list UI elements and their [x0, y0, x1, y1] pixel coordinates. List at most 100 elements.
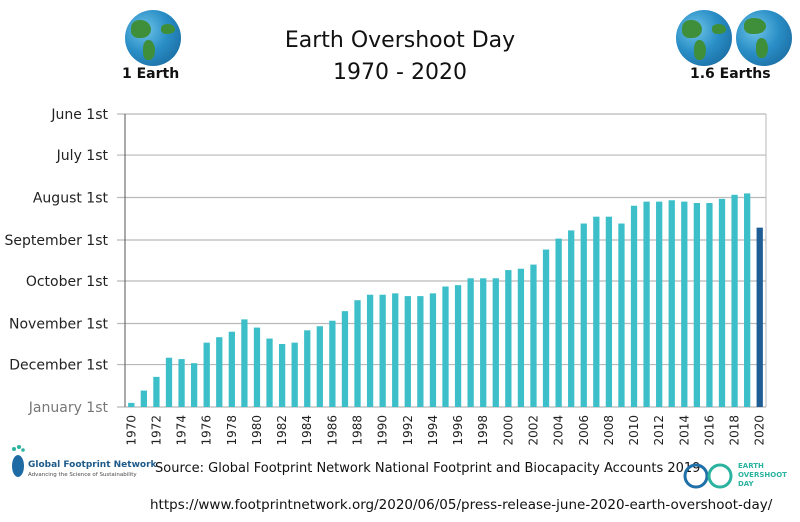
overshoot-bar-chart: June 1st July 1st August 1st September 1st O…	[4, 107, 767, 446]
bar-2020	[756, 227, 763, 407]
bar-1976	[203, 342, 210, 407]
y-tick-label: September 1st	[4, 233, 108, 249]
bar-1981	[266, 338, 273, 407]
x-tick-label: 1974	[175, 415, 189, 446]
bar-2018	[731, 194, 738, 407]
bar-2006	[580, 223, 587, 407]
bar-1974	[178, 359, 185, 407]
earth-globe-icon	[125, 10, 181, 66]
bar-2001	[517, 268, 525, 407]
bar-2013	[668, 200, 675, 407]
y-tick-label: December 1st	[9, 358, 108, 374]
x-tick-label: 1986	[325, 415, 339, 446]
x-tick-label: 1972	[149, 415, 163, 446]
x-tick-label: 2010	[627, 415, 641, 446]
x-tick-label: 2000	[501, 415, 515, 446]
x-tick-label: 2016	[702, 415, 716, 446]
source-url: https://www.footprintnetwork.org/2020/06…	[150, 497, 773, 513]
bar-1991	[392, 293, 399, 407]
y-tick-label: June 1st	[50, 107, 108, 123]
x-tick-label: 2006	[577, 415, 591, 446]
x-tick-label: 1980	[250, 415, 264, 446]
one-earth-label: 1 Earth	[122, 66, 180, 82]
bar-2010	[630, 205, 638, 407]
bar-1970	[128, 402, 135, 407]
x-tick-label: 1976	[200, 415, 214, 446]
bar-1997	[467, 278, 474, 407]
x-tick-label: 1994	[426, 415, 440, 446]
overshoot-loop-icon	[683, 463, 733, 489]
y-tick-label: August 1st	[33, 191, 109, 207]
bar-2008	[605, 216, 613, 407]
bar-1975	[190, 363, 198, 407]
bar-1998	[480, 278, 487, 407]
bar-2016	[706, 202, 713, 407]
x-tick-label: 1970	[124, 415, 138, 446]
bar-1977	[216, 337, 223, 407]
x-tick-label: 2008	[602, 415, 616, 446]
gfn-name: Global Footprint Network	[28, 460, 157, 470]
bar-1972	[153, 376, 160, 407]
bar-1979	[241, 319, 248, 407]
bar-2003	[542, 249, 550, 407]
bar-2011	[643, 201, 650, 407]
bar-1986	[329, 320, 336, 407]
bar-2019	[744, 193, 751, 407]
one-point-six-earths-label: 1.6 Earths	[690, 66, 771, 82]
bar-1996	[454, 285, 462, 407]
bar-2002	[530, 264, 537, 407]
x-tick-label: 2018	[728, 415, 742, 446]
earth-globes-icon	[676, 8, 800, 68]
x-tick-label: 1988	[351, 415, 365, 446]
y-tick-label: October 1st	[26, 274, 109, 290]
bar-2007	[593, 216, 600, 407]
eod-line1: EARTH	[738, 462, 764, 470]
x-tick-label: 1998	[476, 415, 490, 446]
source-note: Source: Global Footprint Network Nationa…	[155, 461, 701, 476]
bar-1980	[253, 327, 261, 407]
bar-2015	[693, 202, 701, 407]
eod-line3: DAY	[738, 480, 754, 488]
bar-1994	[429, 293, 437, 407]
x-tick-label: 1978	[225, 415, 239, 446]
bar-1971	[140, 390, 147, 407]
bar-2012	[656, 201, 663, 407]
bar-1990	[379, 294, 386, 407]
eod-line2: OVERSHOOT	[738, 471, 787, 479]
chart-subtitle: 1970 - 2020	[333, 60, 467, 85]
y-tick-label: November 1st	[9, 316, 108, 332]
bar-2017	[718, 198, 726, 407]
x-tick-label: 1990	[376, 415, 390, 446]
bar-1978	[228, 331, 235, 407]
overshoot-day-logo: EARTH OVERSHOOT DAY	[682, 462, 800, 492]
x-tick-label: 1984	[300, 415, 314, 446]
bar-1992	[404, 296, 411, 407]
bar-1989	[366, 294, 374, 407]
y-tick-label: July 1st	[56, 148, 109, 164]
x-tick-label: 2020	[753, 415, 767, 446]
chart-title: Earth Overshoot Day	[284, 28, 516, 53]
bar-2009	[618, 223, 625, 407]
bar-1973	[165, 357, 173, 407]
bar-2000	[505, 270, 512, 407]
bar-1985	[316, 326, 323, 407]
bar-1999	[492, 278, 499, 407]
bar-1995	[442, 286, 449, 407]
bar-1984	[304, 330, 311, 407]
x-tick-label: 1992	[401, 415, 415, 446]
bar-2004	[555, 238, 562, 407]
x-tick-label: 2012	[652, 415, 666, 446]
y-tick-label: January 1st	[28, 400, 109, 416]
x-tick-label: 2004	[552, 415, 566, 446]
bar-1988	[354, 300, 361, 407]
bar-1983	[291, 342, 298, 407]
bar-1993	[417, 296, 424, 407]
footprint-logo-icon	[12, 445, 25, 477]
gfn-tagline: Advancing the Science of Sustainability	[28, 472, 137, 478]
x-tick-label: 2014	[677, 415, 691, 446]
bar-1982	[278, 344, 286, 407]
bar-2005	[568, 230, 575, 407]
x-tick-label: 2002	[526, 415, 540, 446]
bar-1987	[341, 311, 349, 407]
x-tick-label: 1982	[275, 415, 289, 446]
